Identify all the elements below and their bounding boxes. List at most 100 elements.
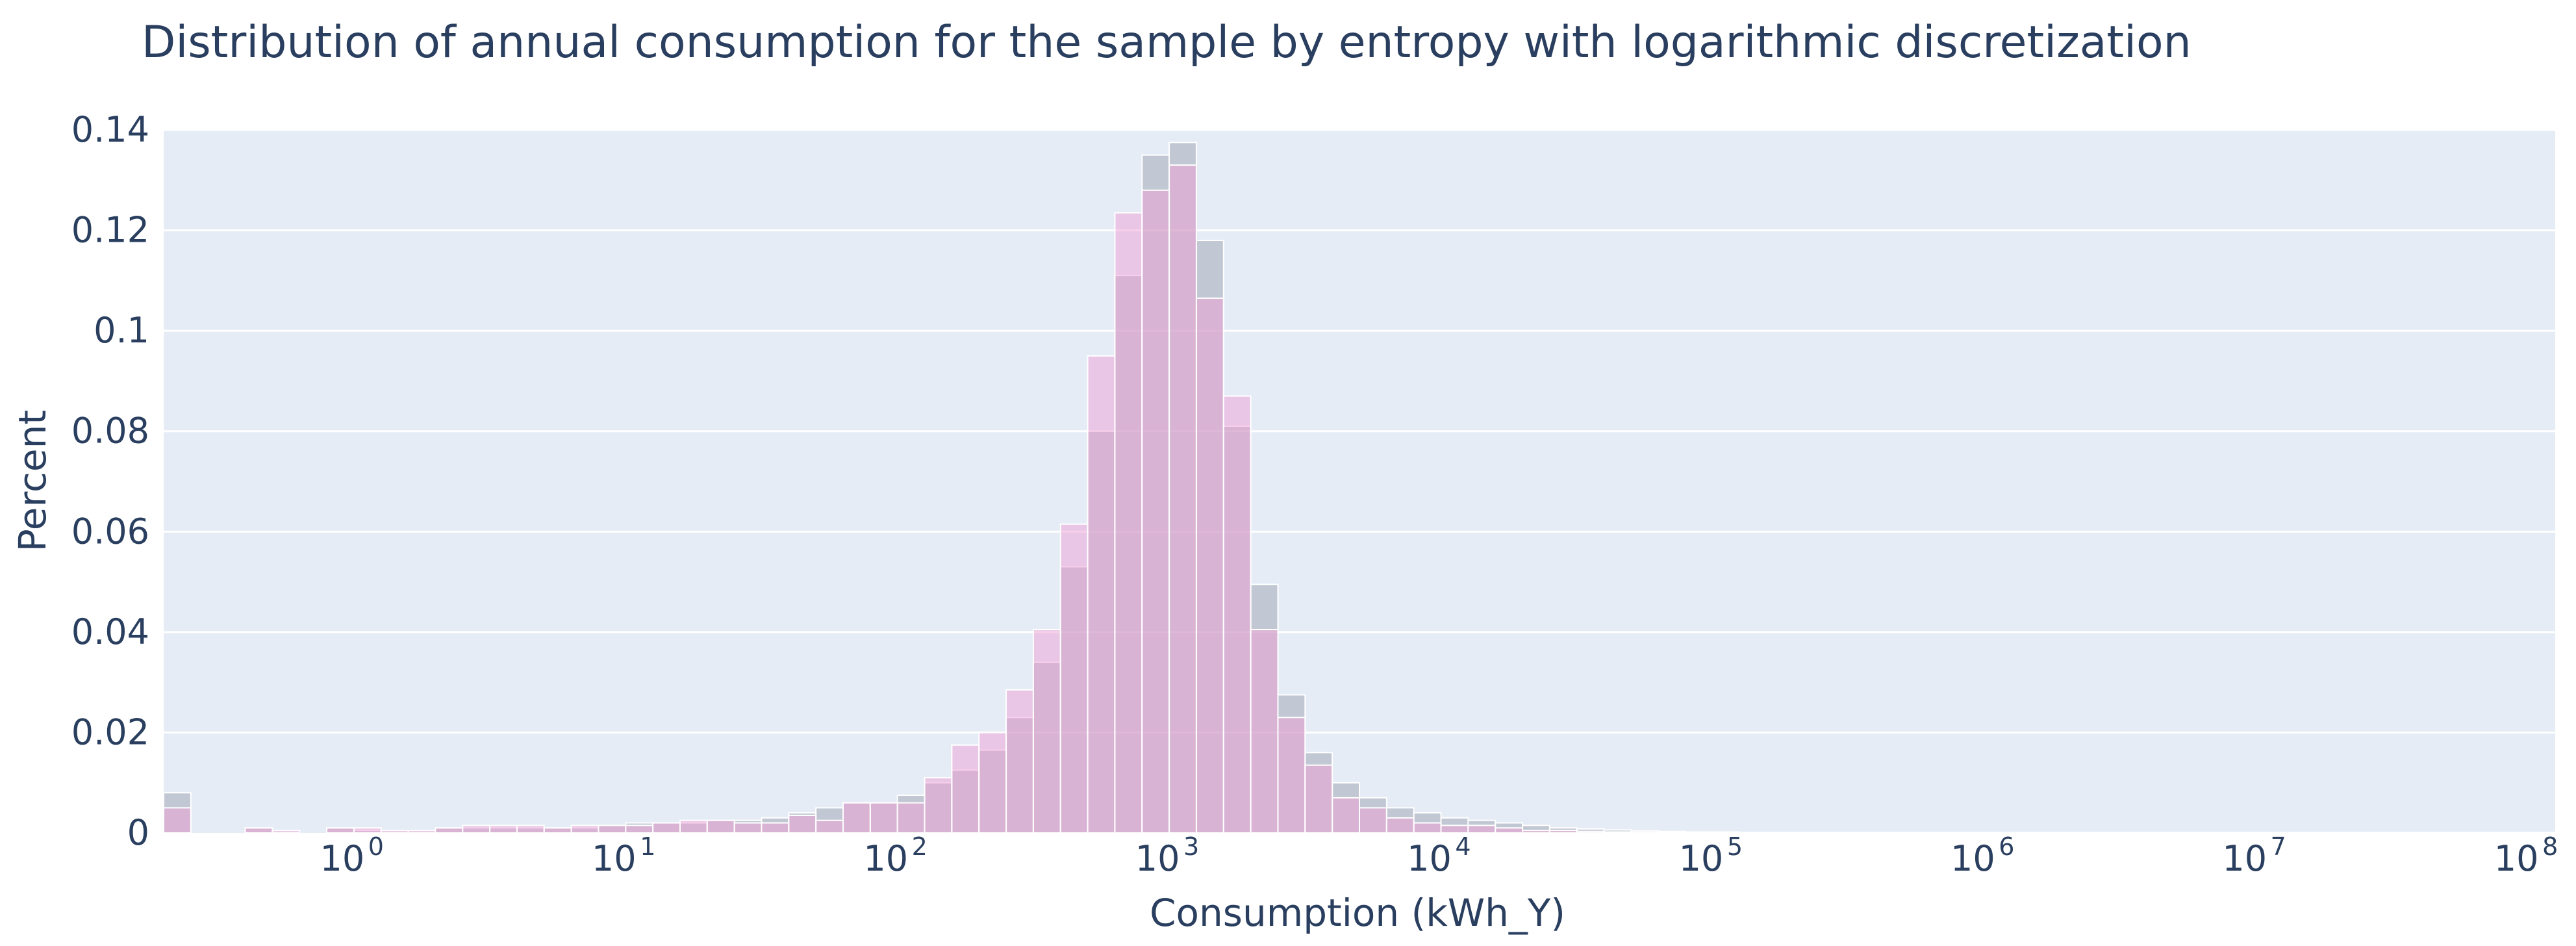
series-pink-bar bbox=[1576, 830, 1605, 834]
series-gray-bar bbox=[2364, 832, 2393, 834]
series-gray-bar bbox=[2065, 832, 2094, 834]
series-pink-bar bbox=[1630, 832, 1660, 834]
series-gray-bar bbox=[1739, 832, 1768, 834]
series-pink-bar bbox=[380, 830, 409, 834]
series-pink-bar bbox=[896, 802, 926, 834]
x-tick-label: 10 bbox=[2494, 838, 2539, 879]
series-gray-bar bbox=[1821, 832, 1850, 834]
series-pink-bar bbox=[1467, 825, 1496, 834]
y-tick-label: 0.02 bbox=[71, 711, 149, 752]
series-gray-bar bbox=[2092, 832, 2121, 834]
y-tick-label: 0.14 bbox=[71, 109, 149, 150]
series-pink-bar bbox=[543, 827, 572, 834]
series-gray-bar bbox=[2011, 832, 2040, 834]
series-pink-bar bbox=[1032, 628, 1061, 834]
series-pink-bar bbox=[815, 819, 844, 834]
series-pink-bar bbox=[761, 822, 790, 834]
x-tick-exponent: 6 bbox=[1999, 832, 2014, 861]
series-gray-bar bbox=[2201, 832, 2230, 834]
series-gray-bar bbox=[2310, 832, 2339, 834]
x-axis-title: Consumption (kWh_Y) bbox=[1150, 891, 1565, 935]
series-gray-bar bbox=[2038, 832, 2067, 834]
series-pink-bar bbox=[1222, 395, 1252, 834]
y-tick-label: 0.08 bbox=[71, 411, 149, 452]
series-pink-bar bbox=[951, 744, 980, 834]
series-gray-bar bbox=[1875, 832, 1904, 834]
series-pink-bar bbox=[1005, 689, 1034, 834]
plot-background bbox=[164, 130, 2555, 833]
series-pink-bar bbox=[1495, 827, 1524, 834]
x-tick-label: 10 bbox=[1135, 838, 1180, 879]
series-pink-bar bbox=[1658, 832, 1687, 834]
series-gray-bar bbox=[2473, 832, 2502, 834]
series-pink-bar bbox=[598, 825, 627, 834]
chart-title: Distribution of annual consumption for t… bbox=[142, 17, 2191, 68]
x-tick-exponent: 7 bbox=[2271, 832, 2286, 861]
x-tick-exponent: 1 bbox=[640, 832, 655, 861]
series-pink-bar bbox=[1385, 817, 1415, 834]
series-pink-bar bbox=[1603, 831, 1632, 834]
series-gray-bar bbox=[2418, 832, 2447, 834]
series-pink-bar bbox=[652, 822, 681, 834]
series-gray-bar bbox=[1766, 832, 1795, 834]
x-tick-exponent: 2 bbox=[912, 832, 928, 861]
series-pink-bar bbox=[924, 776, 953, 834]
x-tick-label: 10 bbox=[1407, 838, 1452, 879]
series-pink-bar bbox=[1548, 830, 1578, 834]
y-tick-label: 0.12 bbox=[71, 210, 149, 251]
y-axis-title: Percent bbox=[10, 410, 55, 552]
series-gray-bar bbox=[2174, 832, 2203, 834]
series-gray-bar bbox=[2445, 832, 2475, 834]
series-pink-bar bbox=[1059, 523, 1089, 834]
series-pink-bar bbox=[1250, 628, 1279, 834]
x-tick-label: 10 bbox=[592, 838, 637, 879]
series-gray-bar bbox=[2147, 832, 2176, 834]
series-gray-bar bbox=[2228, 832, 2257, 834]
series-pink-bar bbox=[163, 807, 192, 834]
x-tick-label: 10 bbox=[1951, 838, 1995, 879]
series-pink-bar bbox=[1359, 807, 1387, 834]
y-axis-ticks: 0 0.02 0.04 0.06 0.08 0.1 0.12 0.14 bbox=[71, 109, 149, 853]
series-pink-bar bbox=[1168, 164, 1197, 834]
x-tick-exponent: 3 bbox=[1183, 832, 1199, 861]
series-pink-bar bbox=[1332, 797, 1361, 834]
y-tick-label: 0.1 bbox=[94, 310, 149, 351]
series-pink-bar bbox=[706, 819, 735, 834]
series-pink-bar bbox=[978, 732, 1007, 834]
series-pink-bar bbox=[842, 802, 871, 834]
x-axis-ticks: 10 0 10 1 10 2 10 3 10 4 10 5 10 6 10 7 10 8 bbox=[320, 832, 2558, 879]
x-tick-exponent: 8 bbox=[2542, 832, 2558, 861]
series-pink-bar bbox=[570, 825, 600, 834]
series-gray-bar bbox=[2391, 832, 2420, 834]
x-tick-label: 10 bbox=[2222, 838, 2267, 879]
series-pink-bar bbox=[788, 814, 817, 834]
series-pink-bar bbox=[326, 827, 355, 834]
x-tick-label: 10 bbox=[863, 838, 908, 879]
series-pink-bars bbox=[163, 164, 1713, 834]
series-pink-bar bbox=[489, 825, 518, 834]
series-gray-bar bbox=[1848, 832, 1876, 834]
y-tick-label: 0.06 bbox=[71, 511, 149, 552]
series-gray-bar bbox=[2337, 832, 2366, 834]
series-pink-bar bbox=[1522, 830, 1550, 834]
series-gray-bar bbox=[2500, 832, 2529, 834]
series-gray-bar bbox=[2527, 832, 2557, 834]
series-pink-bar bbox=[516, 825, 545, 834]
series-pink-bar bbox=[244, 827, 273, 834]
series-pink-bar bbox=[462, 825, 491, 834]
series-gray-bar bbox=[2119, 832, 2149, 834]
y-tick-label: 0.04 bbox=[71, 611, 149, 652]
series-pink-bar bbox=[271, 830, 301, 834]
series-pink-bar bbox=[1195, 297, 1224, 834]
series-gray-bar bbox=[1929, 832, 1958, 834]
series-pink-bar bbox=[1413, 822, 1442, 834]
x-tick-exponent: 0 bbox=[368, 832, 384, 861]
series-pink-bar bbox=[1114, 212, 1143, 834]
x-tick-label: 10 bbox=[320, 838, 365, 879]
x-tick-label: 10 bbox=[1679, 838, 1724, 879]
series-pink-bar bbox=[435, 827, 464, 834]
series-pink-bar bbox=[733, 822, 763, 834]
gridlines bbox=[164, 129, 2555, 734]
series-pink-bar bbox=[679, 819, 708, 834]
